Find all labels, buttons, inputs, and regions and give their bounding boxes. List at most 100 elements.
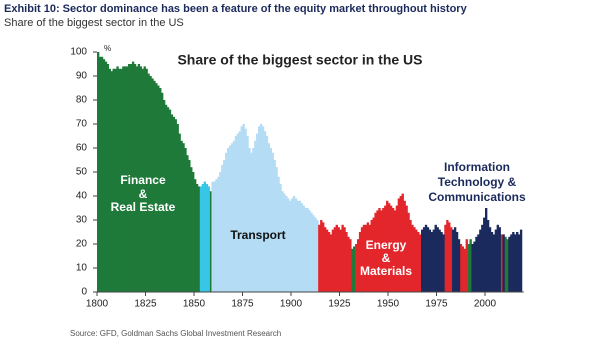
bar [195, 184, 199, 292]
bar [118, 68, 121, 292]
bar [232, 140, 236, 292]
bar [432, 229, 435, 292]
annotation: Energy [366, 238, 407, 252]
bar [197, 186, 201, 292]
bar [219, 172, 222, 292]
bar [364, 224, 368, 292]
bar [471, 244, 474, 292]
bar [271, 152, 274, 292]
bar [424, 224, 428, 292]
annotation: Transport [230, 228, 285, 242]
bar [186, 155, 189, 292]
bar [287, 198, 290, 292]
bar [112, 68, 115, 292]
bar [322, 222, 325, 292]
x-tick-label: 1875 [231, 299, 254, 310]
bar [395, 205, 399, 292]
page-title: Exhibit 10: Sector dominance has been a … [4, 3, 468, 15]
x-tick-label: 1850 [183, 299, 206, 310]
bar [289, 200, 292, 292]
bar [242, 124, 245, 292]
bar [419, 234, 422, 292]
bar [314, 217, 317, 292]
bar [477, 234, 480, 292]
bar [401, 193, 404, 292]
bar [302, 205, 305, 292]
bar [261, 126, 265, 293]
bar [422, 227, 426, 292]
bar [473, 241, 476, 292]
bar [479, 229, 482, 292]
bar [428, 229, 432, 292]
bar [323, 227, 327, 292]
bar [327, 232, 331, 292]
bar [267, 143, 271, 292]
bar [120, 68, 123, 292]
bar [504, 236, 507, 292]
y-tick-label: 80 [76, 95, 88, 106]
annotation: Information [444, 160, 510, 174]
bar [275, 167, 278, 292]
bar [100, 56, 104, 292]
bar [405, 205, 408, 292]
bar [281, 191, 284, 292]
x-tick-label: 1975 [425, 299, 448, 310]
bar [442, 234, 445, 292]
bar [397, 198, 401, 292]
bar [463, 248, 466, 292]
x-tick-label: 1950 [377, 299, 400, 310]
bar [240, 126, 243, 293]
x-tick-label: 1800 [86, 299, 109, 310]
bar [205, 184, 208, 292]
bar [258, 126, 261, 293]
bar [485, 208, 488, 292]
bar [192, 172, 195, 292]
bar [376, 210, 379, 292]
bar [199, 186, 203, 292]
bar [263, 131, 267, 292]
bar [164, 104, 168, 292]
bar [159, 88, 162, 292]
bar [339, 229, 342, 292]
bar [434, 224, 437, 292]
bar [170, 114, 174, 293]
bar [306, 208, 309, 292]
bar [151, 78, 154, 293]
bar [337, 227, 340, 292]
chart-title: Share of the biggest sector in the US [177, 52, 422, 68]
y-tick-label: 70 [76, 119, 88, 130]
bar [386, 200, 389, 292]
bar [335, 224, 338, 292]
bar [512, 232, 515, 292]
bar [380, 210, 383, 292]
bar [209, 191, 212, 292]
bar [155, 83, 158, 292]
bar [102, 59, 106, 293]
bar [292, 196, 296, 292]
bar [347, 236, 350, 292]
y-tick-label: 10 [76, 263, 88, 274]
bar [496, 224, 499, 292]
bar [455, 232, 459, 292]
bar [161, 92, 164, 292]
bar [388, 203, 391, 292]
bar [415, 229, 418, 292]
bar [131, 61, 135, 292]
bar [393, 210, 397, 292]
bar [475, 236, 478, 292]
bar [349, 239, 352, 292]
bar [234, 136, 238, 292]
y-tick-label: 100 [70, 47, 87, 58]
bar [374, 212, 377, 292]
bar [168, 109, 172, 292]
bar [411, 224, 414, 292]
bar [502, 234, 505, 292]
bar [426, 227, 430, 292]
bar [446, 220, 449, 292]
bar [201, 184, 205, 292]
bar [176, 124, 179, 292]
bar [413, 227, 416, 292]
bar [182, 143, 185, 292]
bar [273, 160, 276, 292]
bar [300, 203, 304, 292]
